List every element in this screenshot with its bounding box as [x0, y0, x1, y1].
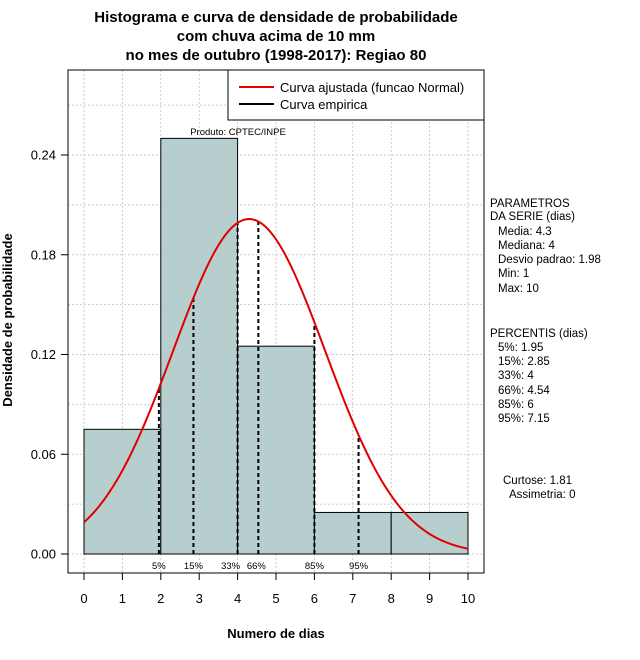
product-label: Produto: CPTEC/INPE [190, 127, 286, 138]
percentil-15: 15%: 2.85 [498, 356, 550, 368]
x-axis: 0 1 2 3 4 5 6 7 8 9 10 [80, 572, 475, 606]
percentile-lines [157, 221, 360, 554]
percentile-label: 5% [152, 561, 166, 572]
x-tick-label: 6 [311, 591, 318, 606]
param-desvio: Desvio padrao: 1.98 [498, 254, 601, 266]
histogram-bar [160, 137, 239, 555]
param-min: Min: 1 [498, 268, 529, 280]
param-max: Max: 10 [498, 283, 539, 295]
y-tick-label: 0.24 [31, 148, 56, 163]
x-tick-label: 9 [426, 591, 433, 606]
legend-empirical-label: Curva empirica [280, 97, 368, 112]
percentis-heading: PERCENTIS (dias) [490, 328, 588, 340]
x-tick-label: 3 [196, 591, 203, 606]
histogram-bar [237, 345, 315, 555]
legend-normal-label: Curva ajustada (funcao Normal) [280, 80, 464, 95]
percentile-label: 85% [305, 561, 325, 572]
percentile-label: 66% [247, 561, 267, 572]
x-axis-label: Numero de dias [227, 626, 325, 641]
percentile-label: 33% [221, 561, 241, 572]
side-panel: PARAMETROS DA SERIE (dias) Media: 4.3 Me… [490, 198, 601, 501]
percentil-85: 85%: 6 [498, 399, 534, 411]
percentil-95: 95%: 7.15 [498, 413, 550, 425]
x-tick-label: 0 [80, 591, 87, 606]
normal-curve [83, 218, 469, 550]
assimetria: Assimetria: 0 [509, 489, 575, 501]
histogram-bar [313, 511, 392, 555]
legend: Curva ajustada (funcao Normal) Curva emp… [227, 69, 485, 121]
x-tick-label: 2 [157, 591, 164, 606]
percentil-33: 33%: 4 [498, 370, 534, 382]
y-axis-label: Densidade de probabilidade [0, 233, 15, 406]
curtose: Curtose: 1.81 [503, 475, 572, 487]
percentile-label: 95% [349, 561, 369, 572]
y-tick-label: 0.12 [31, 347, 56, 362]
legend-box [227, 69, 485, 121]
percentile-label: 15% [184, 561, 204, 572]
x-tick-label: 4 [234, 591, 241, 606]
params-heading-1: PARAMETROS [490, 198, 570, 210]
x-tick-label: 5 [272, 591, 279, 606]
x-tick-label: 7 [349, 591, 356, 606]
chart-title-line-1: Histograma e curva de densidade de proba… [94, 9, 457, 26]
y-tick-label: 0.18 [31, 247, 56, 262]
y-tick-label: 0.00 [31, 547, 56, 562]
percentil-5: 5%: 1.95 [498, 342, 543, 354]
y-tick-label: 0.06 [31, 447, 56, 462]
x-tick-label: 10 [461, 591, 475, 606]
chart-title-line-3: no mes de outubro (1998-2017): Regiao 80 [126, 47, 427, 64]
x-tick-label: 8 [388, 591, 395, 606]
percentile-labels: 5% 15% 33% 66% 85% 95% [152, 561, 369, 572]
x-tick-label: 1 [119, 591, 126, 606]
percentil-66: 66%: 4.54 [498, 385, 550, 397]
chart-title-line-2: com chuva acima de 10 mm [177, 28, 375, 45]
params-heading-2: DA SERIE (dias) [490, 211, 575, 223]
histogram-bars [83, 137, 469, 555]
y-axis: 0.00 0.06 0.12 0.18 0.24 [31, 148, 69, 562]
histogram-bar [83, 428, 162, 555]
param-mediana: Mediana: 4 [498, 240, 556, 252]
param-media: Media: 4.3 [498, 226, 552, 238]
